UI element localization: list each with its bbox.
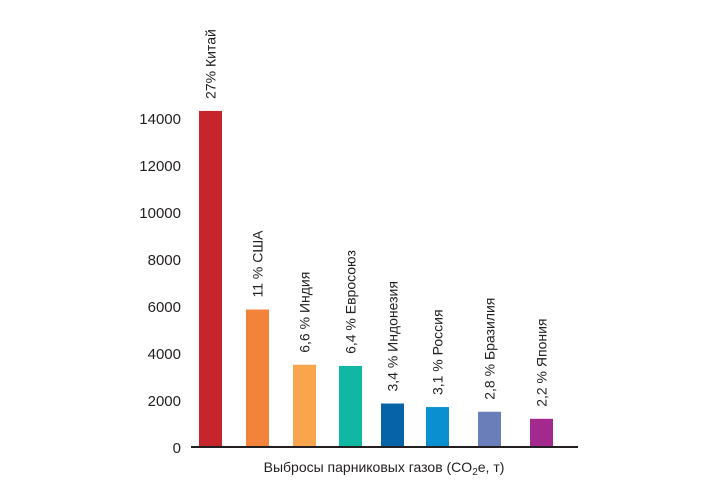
y-tick-label: 6000 (148, 299, 181, 316)
data-label: 3,4 % Индонезия (385, 281, 401, 391)
data-label: 27% Китай (203, 29, 219, 99)
y-tick-label: 8000 (148, 252, 181, 269)
y-tick-label: 14000 (139, 111, 181, 128)
data-label: 11 % США (250, 230, 266, 298)
bar-3 (293, 364, 316, 447)
data-label: 6,6 % Индия (297, 272, 313, 353)
bar-5 (381, 403, 404, 447)
bar-1 (199, 110, 222, 447)
y-tick-label: 0 (173, 440, 181, 457)
bar-6 (426, 407, 449, 447)
data-label: 6,4 % Евросоюз (343, 250, 359, 354)
bar-2 (246, 309, 269, 447)
y-axis: 0 2000 4000 6000 8000 10000 12000 14000 (139, 111, 181, 457)
y-tick-label: 10000 (139, 205, 181, 222)
y-tick-label: 4000 (148, 346, 181, 363)
data-label: 2,2 % Япония (534, 318, 550, 406)
bar-8 (530, 418, 553, 447)
bar-7 (478, 411, 501, 447)
data-label: 2,8 % Бразилия (482, 298, 498, 400)
bars: 27% Китай 11 % США 6,6 % Индия 6,4 % Евросо… (199, 29, 553, 447)
data-label: 3,1 % Россия (430, 309, 446, 395)
y-tick-label: 2000 (148, 393, 181, 410)
bar-4 (339, 365, 362, 447)
y-tick-label: 12000 (139, 158, 181, 175)
x-axis-label: Выбросы парниковых газов (CO2e, т) (264, 459, 505, 478)
